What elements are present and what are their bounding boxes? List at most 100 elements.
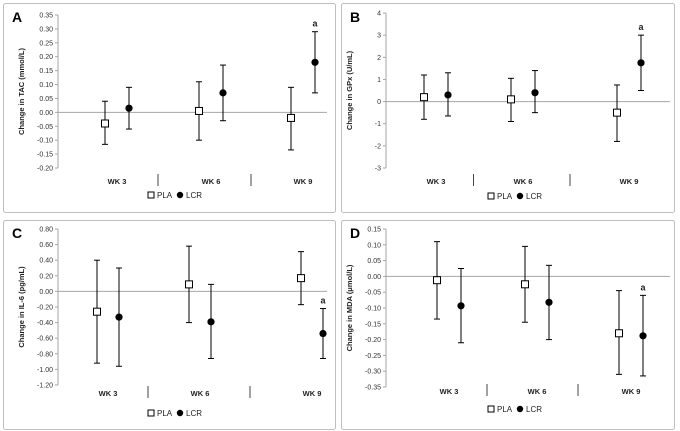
y-tick-label: -0.20 [365, 337, 381, 344]
y-tick-label: 0.40 [39, 258, 53, 265]
y-tick-label: 0.25 [39, 40, 53, 47]
data-point-lcr [115, 313, 123, 321]
y-tick-label: 1 [377, 77, 381, 84]
data-point-pla [613, 108, 621, 117]
legend: PLA LCR [147, 409, 202, 418]
data-point-lcr [457, 302, 465, 310]
x-category-label: WK 6 [514, 177, 533, 186]
x-category-label: WK 3 [108, 177, 127, 186]
y-tick-label: 0.00 [367, 274, 381, 281]
y-tick-label: 0.15 [39, 68, 53, 75]
data-point-lcr [207, 318, 215, 326]
panel-label: D [350, 225, 360, 241]
y-axis-title: Change in TAC (mmol/L) [17, 48, 26, 135]
y-tick-label: 0.10 [39, 82, 53, 89]
data-point-lcr [639, 332, 647, 340]
y-tick-label: 0.20 [39, 54, 53, 61]
x-category-label: WK 6 [191, 389, 210, 398]
panel-frame [3, 220, 336, 430]
panel-label: C [12, 225, 22, 241]
x-category-label: WK 9 [620, 177, 639, 186]
y-tick-label: -0.25 [365, 353, 381, 360]
y-tick-label: -2 [375, 143, 381, 150]
significance-marker: a [638, 22, 644, 32]
y-tick-label: 0.80 [39, 227, 53, 234]
legend-label-lcr: LCR [186, 409, 202, 418]
y-tick-label: -0.15 [37, 152, 53, 159]
y-tick-label: 0.05 [367, 258, 381, 265]
y-axis-title: Change in GPx (U/mL) [345, 50, 354, 130]
legend-marker-lcr [516, 405, 524, 413]
data-point-lcr [219, 89, 227, 97]
legend: PLA LCR [487, 405, 542, 414]
legend-marker-lcr [176, 409, 184, 417]
y-tick-label: 0.00 [39, 110, 53, 117]
legend: PLA LCR [147, 191, 202, 200]
legend-label-lcr: LCR [186, 191, 202, 200]
data-point-pla [195, 106, 203, 115]
y-tick-label: 0.05 [39, 96, 53, 103]
data-point-pla [93, 307, 101, 316]
chart-panel-d: D 0.15 0.10 0.05 0.00 -0.05 -0.10 -0.15 -0.20 -0.… [341, 220, 675, 430]
legend-marker-pla [487, 405, 495, 413]
panel-frame [341, 3, 675, 213]
y-tick-label: -0.20 [37, 166, 53, 173]
y-tick-label: 4 [377, 11, 381, 18]
y-axis-title: Change in MDA (μmol/L) [345, 264, 354, 351]
y-tick-label: -0.20 [37, 305, 53, 312]
x-category-label: WK 6 [202, 177, 221, 186]
panel-label: B [350, 9, 360, 25]
y-tick-label: 0.30 [39, 26, 53, 33]
legend-marker-pla [147, 191, 155, 199]
data-point-pla [433, 276, 441, 285]
data-point-lcr [311, 58, 319, 66]
data-point-pla [185, 280, 193, 289]
y-tick-label: 3 [377, 33, 381, 40]
significance-marker: a [640, 282, 646, 292]
x-category-label: WK 9 [294, 177, 313, 186]
data-point-lcr [531, 89, 539, 97]
y-tick-label: 0.00 [39, 289, 53, 296]
x-category-label: WK 9 [303, 389, 322, 398]
data-point-lcr [545, 298, 553, 306]
y-tick-label: -0.60 [37, 336, 53, 343]
legend-label-pla: PLA [497, 405, 513, 414]
y-tick-label: 0.35 [39, 13, 53, 20]
data-point-pla [420, 93, 428, 102]
y-tick-label: 0.15 [367, 227, 381, 234]
panel-frame [3, 3, 336, 213]
legend-marker-lcr [176, 191, 184, 199]
y-tick-label: -0.05 [37, 124, 53, 131]
y-tick-label: 0 [377, 99, 381, 106]
y-axis-title: Change in IL-6 (pg/mL) [17, 266, 26, 348]
data-point-lcr [444, 91, 452, 99]
data-point-pla [297, 274, 305, 283]
y-tick-label: 0.10 [367, 242, 381, 249]
y-tick-label: -1.20 [37, 383, 53, 390]
data-point-lcr [637, 59, 645, 67]
data-point-pla [615, 329, 623, 338]
chart-panel-b: B 4 3 2 1 0 -1 -2 -3 Change in GPx (U/mL) WK 3 WK 6… [341, 3, 675, 213]
y-tick-label: 2 [377, 55, 381, 62]
legend: PLA LCR [487, 192, 542, 201]
y-tick-label: -1.00 [37, 367, 53, 374]
panel-frame [341, 220, 675, 430]
x-category-label: WK 9 [622, 387, 641, 396]
x-category-label: WK 3 [99, 389, 118, 398]
panel-label: A [12, 9, 22, 25]
legend-marker-pla [147, 409, 155, 417]
legend-marker-pla [487, 192, 495, 200]
y-tick-label: 0.20 [39, 273, 53, 280]
data-point-pla [101, 119, 109, 128]
y-tick-label: -0.35 [365, 385, 381, 392]
y-tick-label: 0.60 [39, 242, 53, 249]
chart-panel-a: A 0.35 0.30 0.25 0.20 0.15 0.10 0.05 0.00 -0.05 -0… [3, 3, 336, 213]
legend-label-lcr: LCR [526, 192, 542, 201]
significance-marker: a [312, 19, 318, 29]
y-tick-label: -0.40 [37, 320, 53, 327]
y-tick-label: -0.80 [37, 351, 53, 358]
chart-panel-c: C 0.80 0.60 0.40 0.20 0.00 -0.20 -0.40 -0.60 -0.8… [3, 220, 336, 430]
data-point-pla [507, 95, 515, 104]
data-point-lcr [319, 329, 327, 338]
legend-label-pla: PLA [157, 409, 173, 418]
